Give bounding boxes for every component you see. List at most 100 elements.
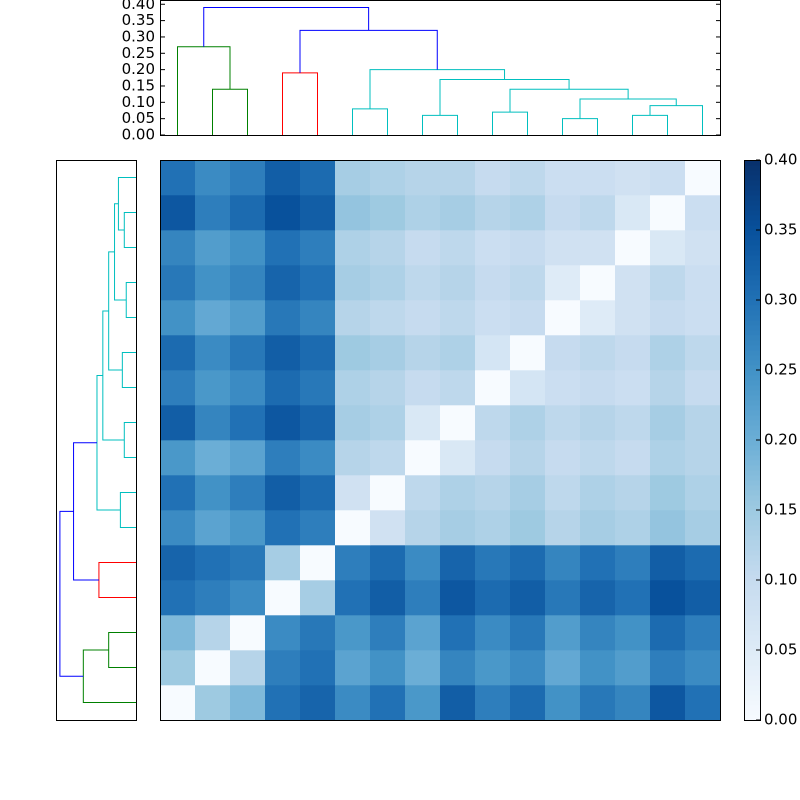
- colorbar-segment: [744, 375, 760, 381]
- heatmap-cell: [370, 300, 406, 336]
- heatmap-cell: [440, 615, 476, 651]
- heatmap-cell: [510, 475, 546, 511]
- heatmap-cell: [685, 615, 721, 651]
- heatmap-cell: [160, 265, 196, 301]
- heatmap-cell: [335, 230, 371, 266]
- heatmap-cell: [230, 510, 266, 546]
- heatmap-cell: [685, 230, 721, 266]
- colorbar-segment: [744, 230, 760, 236]
- heatmap-cell: [650, 300, 686, 336]
- colorbar-segment: [744, 605, 760, 611]
- heatmap-cell: [265, 195, 301, 231]
- colorbar-segment: [744, 235, 760, 241]
- heatmap-cell: [475, 545, 511, 581]
- heatmap-cell: [475, 510, 511, 546]
- heatmap-cell: [160, 650, 196, 686]
- heatmap-cell: [195, 265, 231, 301]
- heatmap-cell: [545, 300, 581, 336]
- colorbar-segment: [744, 480, 760, 486]
- colorbar-segment: [744, 465, 760, 471]
- colorbar-segment: [744, 495, 760, 501]
- heatmap-cell: [475, 300, 511, 336]
- heatmap-cell: [405, 580, 441, 616]
- colorbar-segment: [744, 445, 760, 451]
- heatmap-cell: [510, 685, 546, 721]
- dendrogram-link: [121, 352, 136, 388]
- heatmap-cell: [160, 440, 196, 476]
- heatmap-cell: [335, 475, 371, 511]
- dendrogram-link: [108, 632, 136, 668]
- colorbar-segment: [744, 385, 760, 391]
- heatmap-cell: [545, 230, 581, 266]
- heatmap-cell: [160, 510, 196, 546]
- colorbar-segment: [744, 265, 760, 271]
- heatmap-cell: [440, 580, 476, 616]
- colorbar-segment: [744, 165, 760, 171]
- heatmap-cell: [405, 650, 441, 686]
- heatmap-cell: [510, 300, 546, 336]
- dendrogram-link: [649, 105, 703, 135]
- heatmap-cell: [475, 335, 511, 371]
- colorbar-segment: [744, 395, 760, 401]
- heatmap-cell: [545, 510, 581, 546]
- heatmap-cell: [650, 615, 686, 651]
- heatmap-cell: [230, 405, 266, 441]
- colorbar-segment: [744, 600, 760, 606]
- heatmap-cell: [510, 195, 546, 231]
- colorbar-segment: [744, 450, 760, 456]
- heatmap-cell: [545, 160, 581, 196]
- colorbar-segment: [744, 430, 760, 436]
- dendrogram-link: [562, 118, 598, 135]
- colorbar-segment: [744, 380, 760, 386]
- heatmap-cell: [510, 405, 546, 441]
- colorbar-segment: [744, 535, 760, 541]
- y-tick-label: 0.15: [122, 76, 155, 94]
- heatmap-cell: [370, 510, 406, 546]
- y-tick-label: 0.25: [122, 44, 155, 62]
- dendrogram-link: [59, 510, 84, 677]
- dendrogram-link: [203, 7, 370, 47]
- heatmap-cell: [230, 545, 266, 581]
- heatmap-cell: [195, 685, 231, 721]
- heatmap-cell: [160, 230, 196, 266]
- heatmap-cell: [405, 230, 441, 266]
- heatmap-cell: [195, 545, 231, 581]
- heatmap-cell: [335, 300, 371, 336]
- heatmap-cell: [510, 510, 546, 546]
- heatmap-cell: [265, 405, 301, 441]
- dendrogram-link: [579, 98, 677, 119]
- heatmap-cell: [160, 160, 196, 196]
- heatmap-cell: [440, 265, 476, 301]
- heatmap-cell: [405, 615, 441, 651]
- heatmap-cell: [160, 615, 196, 651]
- heatmap-cell: [615, 195, 651, 231]
- colorbar-tick-label: 0.00: [764, 711, 797, 729]
- heatmap-cell: [685, 405, 721, 441]
- heatmap-cell: [650, 545, 686, 581]
- heatmap-cell: [440, 405, 476, 441]
- colorbar-tick-label: 0.15: [764, 501, 797, 519]
- dendrogram-link: [117, 177, 136, 231]
- heatmap-cell: [265, 370, 301, 406]
- heatmap-cell: [510, 265, 546, 301]
- heatmap-cell: [440, 545, 476, 581]
- colorbar-segment: [744, 610, 760, 616]
- heatmap-cell: [685, 475, 721, 511]
- heatmap-cell: [195, 300, 231, 336]
- heatmap-cell: [160, 335, 196, 371]
- heatmap-cell: [195, 440, 231, 476]
- colorbar-segment: [744, 485, 760, 491]
- heatmap-cell: [230, 475, 266, 511]
- heatmap-cell: [580, 545, 616, 581]
- colorbar-segment: [744, 400, 760, 406]
- heatmap-cell: [615, 580, 651, 616]
- colorbar-segment: [744, 215, 760, 221]
- heatmap-cell: [475, 265, 511, 301]
- heatmap-cell: [650, 510, 686, 546]
- heatmap-cell: [300, 650, 336, 686]
- heatmap-cell: [545, 545, 581, 581]
- heatmap-cell: [440, 475, 476, 511]
- colorbar-segment: [744, 420, 760, 426]
- colorbar-segment: [744, 290, 760, 296]
- colorbar-segment: [744, 565, 760, 571]
